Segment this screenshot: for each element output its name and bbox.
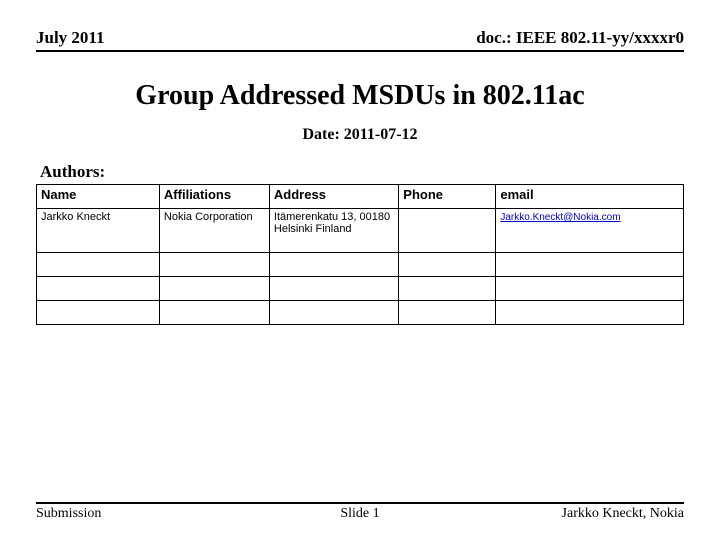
table-row xyxy=(37,253,684,277)
footer: Submission Slide 1 Jarkko Kneckt, Nokia xyxy=(36,502,684,522)
cell-address xyxy=(269,301,398,325)
cell-phone xyxy=(399,209,496,253)
cell-affiliations xyxy=(159,277,269,301)
cell-affiliations xyxy=(159,301,269,325)
header-bar: July 2011 doc.: IEEE 802.11-yy/xxxxr0 xyxy=(36,28,684,52)
cell-email xyxy=(496,301,684,325)
cell-name: Jarkko Kneckt xyxy=(37,209,160,253)
cell-phone xyxy=(399,301,496,325)
table-row xyxy=(37,277,684,301)
page-title: Group Addressed MSDUs in 802.11ac xyxy=(36,80,684,112)
col-header-phone: Phone xyxy=(399,185,496,209)
header-date: July 2011 xyxy=(36,28,105,48)
cell-email: Jarkko.Kneckt@Nokia.com xyxy=(496,209,684,253)
cell-affiliations xyxy=(159,253,269,277)
cell-email xyxy=(496,277,684,301)
date-label: Date: xyxy=(302,126,339,143)
cell-affiliations: Nokia Corporation xyxy=(159,209,269,253)
date-line: Date: 2011-07-12 xyxy=(36,126,684,144)
header-docnum: doc.: IEEE 802.11-yy/xxxxr0 xyxy=(476,28,684,48)
footer-right: Jarkko Kneckt, Nokia xyxy=(468,506,684,522)
cell-address xyxy=(269,277,398,301)
col-header-email: email xyxy=(496,185,684,209)
footer-rule xyxy=(36,502,684,504)
cell-address: Itämerenkatu 13, 00180 Helsinki Finland xyxy=(269,209,398,253)
cell-phone xyxy=(399,277,496,301)
cell-address xyxy=(269,253,398,277)
table-header-row: Name Affiliations Address Phone email xyxy=(37,185,684,209)
footer-row: Submission Slide 1 Jarkko Kneckt, Nokia xyxy=(36,506,684,522)
col-header-address: Address xyxy=(269,185,398,209)
date-value: 2011-07-12 xyxy=(344,126,418,143)
cell-name xyxy=(37,253,160,277)
authors-label: Authors: xyxy=(40,162,684,182)
cell-name xyxy=(37,301,160,325)
authors-table: Name Affiliations Address Phone email Ja… xyxy=(36,184,684,325)
cell-name xyxy=(37,277,160,301)
cell-phone xyxy=(399,253,496,277)
table-row xyxy=(37,301,684,325)
col-header-affiliations: Affiliations xyxy=(159,185,269,209)
cell-email xyxy=(496,253,684,277)
footer-center: Slide 1 xyxy=(252,506,468,522)
col-header-name: Name xyxy=(37,185,160,209)
email-link[interactable]: Jarkko.Kneckt@Nokia.com xyxy=(500,212,620,223)
footer-left: Submission xyxy=(36,506,252,522)
table-row: Jarkko Kneckt Nokia Corporation Itämeren… xyxy=(37,209,684,253)
